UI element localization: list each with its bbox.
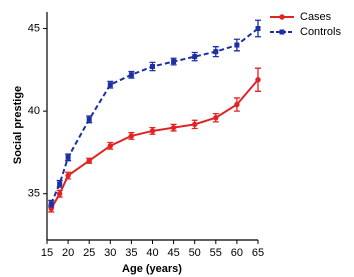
x-tick-label: 45 <box>167 247 179 259</box>
point <box>65 172 71 179</box>
point <box>192 54 198 60</box>
point <box>107 82 113 88</box>
legend-label: Controls <box>300 26 341 38</box>
point <box>128 72 134 78</box>
point <box>255 26 261 32</box>
legend-marker <box>279 29 285 35</box>
x-tick-label: 55 <box>210 247 222 259</box>
x-tick-label: 15 <box>41 247 53 259</box>
x-tick-label: 65 <box>252 247 264 259</box>
point <box>149 128 156 134</box>
y-tick-label: 35 <box>28 188 40 200</box>
point <box>57 181 63 187</box>
legend-marker <box>279 14 285 20</box>
point <box>192 121 198 128</box>
x-tick-label: 20 <box>62 247 74 259</box>
series-line <box>50 27 259 205</box>
x-tick-label: 30 <box>104 247 116 259</box>
point <box>65 154 71 160</box>
x-tick-label: 40 <box>146 247 158 259</box>
point <box>171 59 177 65</box>
x-tick-label: 25 <box>83 247 95 259</box>
x-axis-label: Age (years) <box>122 263 182 275</box>
point <box>234 101 240 108</box>
point <box>86 116 92 122</box>
series-line <box>50 79 259 210</box>
point <box>128 133 135 139</box>
y-tick-label: 45 <box>28 22 40 34</box>
y-axis-label: Social prestige <box>12 86 24 164</box>
legend-label: Cases <box>300 11 332 23</box>
x-tick-label: 60 <box>231 247 243 259</box>
point <box>234 42 240 48</box>
point <box>255 77 261 83</box>
point <box>107 143 114 149</box>
point <box>86 157 92 164</box>
y-tick-label: 40 <box>28 105 40 117</box>
point <box>56 191 63 197</box>
point <box>213 115 219 121</box>
point <box>213 49 219 55</box>
point <box>48 201 54 207</box>
point <box>170 124 177 131</box>
x-tick-label: 50 <box>189 247 201 259</box>
point <box>150 64 155 70</box>
x-tick-label: 35 <box>125 247 137 259</box>
